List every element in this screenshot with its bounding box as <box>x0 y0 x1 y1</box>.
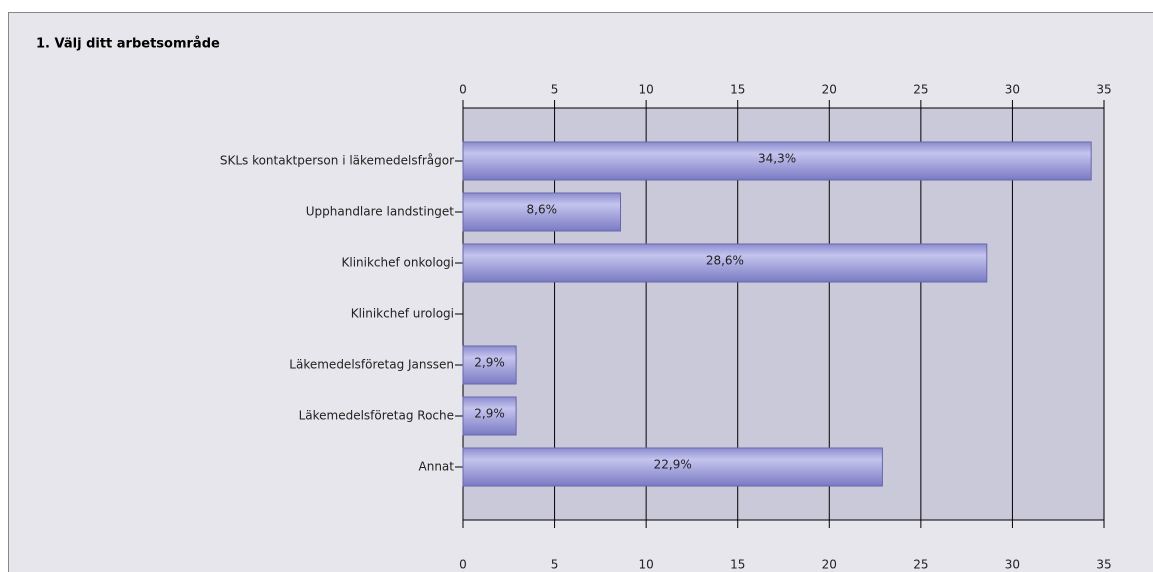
x-tick-label: 20 <box>822 558 837 572</box>
bar <box>462 243 988 283</box>
data-label: 2,9% <box>474 356 505 370</box>
x-tick-label: 5 <box>551 83 559 97</box>
x-tick-label: 35 <box>1096 83 1111 97</box>
x-tick-label: 30 <box>1005 83 1020 97</box>
y-tick-label: Klinikchef onkologi <box>342 256 455 270</box>
x-tick-label: 10 <box>639 83 654 97</box>
bar <box>462 396 517 436</box>
x-tick-label: 0 <box>459 558 467 572</box>
y-tick-label: SKLs kontaktperson i läkemedelsfrågor <box>220 154 454 168</box>
data-label: 8,6% <box>527 203 558 217</box>
data-label: 2,9% <box>474 407 505 421</box>
y-tick-label: Läkemedelsföretag Roche <box>299 409 454 423</box>
x-tick-label: 0 <box>459 83 467 97</box>
y-tick-label: Annat <box>419 460 455 474</box>
y-tick-label: Klinikchef urologi <box>351 307 454 321</box>
x-tick-label: 15 <box>730 83 745 97</box>
x-tick-label: 30 <box>1005 558 1020 572</box>
data-label: 34,3% <box>758 152 796 166</box>
chart-title: 1. Välj ditt arbetsområde <box>36 37 220 52</box>
x-tick-label: 10 <box>639 558 654 572</box>
x-tick-label: 35 <box>1096 558 1111 572</box>
x-tick-label: 5 <box>551 558 559 572</box>
data-label: 22,9% <box>654 458 692 472</box>
x-tick-label: 25 <box>913 558 928 572</box>
bar <box>462 192 622 232</box>
data-label: 28,6% <box>706 254 744 268</box>
y-tick-label: Läkemedelsföretag Janssen <box>289 358 454 372</box>
x-tick-label: 25 <box>913 83 928 97</box>
bar <box>462 345 517 385</box>
x-tick-label: 15 <box>730 558 745 572</box>
y-tick-label: Upphandlare landstinget <box>306 205 455 219</box>
x-tick-label: 20 <box>822 83 837 97</box>
bar <box>462 447 883 487</box>
bar <box>462 141 1092 181</box>
